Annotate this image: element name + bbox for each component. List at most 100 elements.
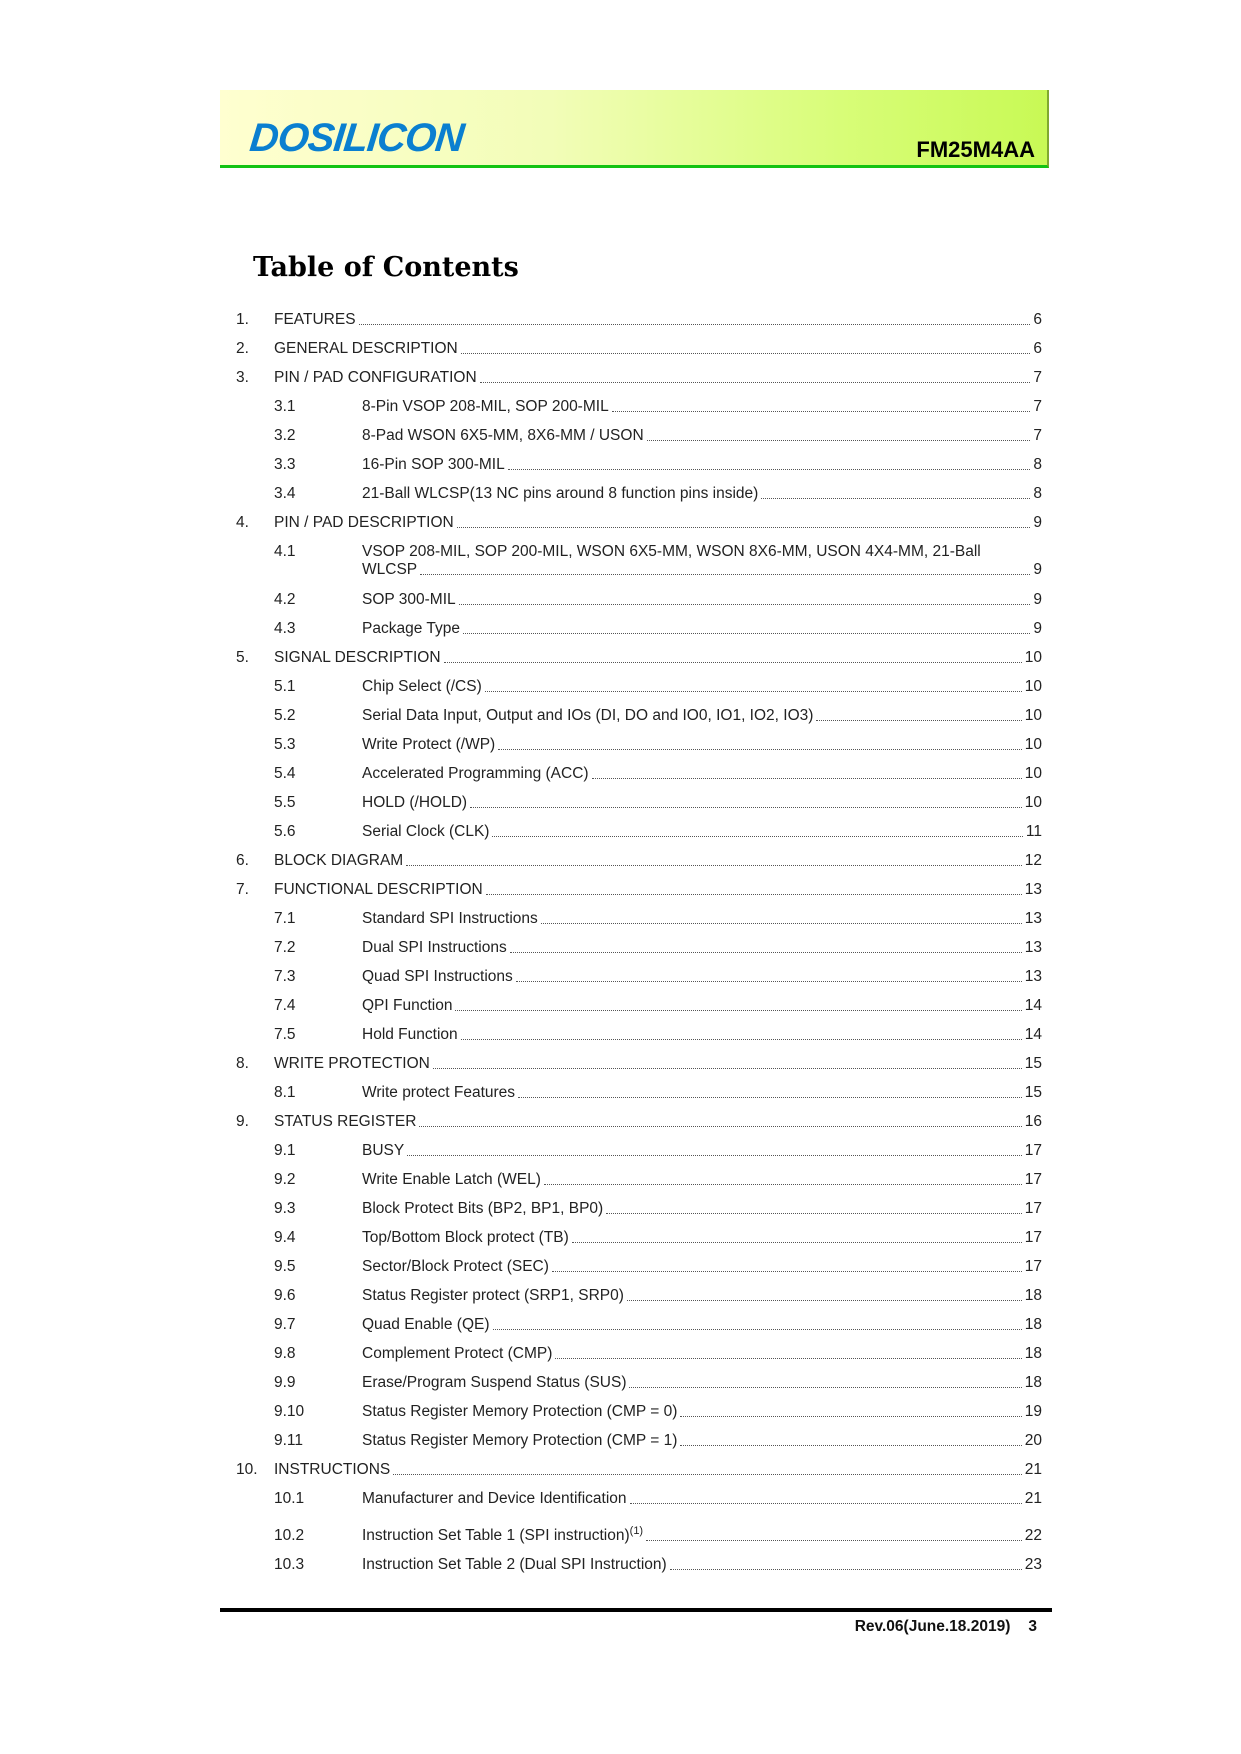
toc-page: 17 — [1024, 1171, 1042, 1188]
dot-leader — [492, 1329, 1022, 1330]
toc-entry[interactable]: 7.3 Quad SPI Instructions 13 — [236, 957, 1042, 986]
toc-entry[interactable]: 10.3 Instruction Set Table 2 (Dual SPI I… — [236, 1545, 1042, 1574]
dot-leader — [509, 952, 1022, 953]
dot-leader — [492, 836, 1023, 837]
dot-leader — [460, 1039, 1022, 1040]
page-number: 3 — [1028, 1618, 1037, 1635]
toc-text-label: 8-Pad WSON 6X5-MM, 8X6-MM / USON — [362, 427, 644, 444]
toc-text-label: Status Register Memory Protection (CMP =… — [362, 1403, 678, 1420]
toc-entry[interactable]: 5. SIGNAL DESCRIPTION 10 — [236, 638, 1042, 667]
toc-entry[interactable]: 9.7 Quad Enable (QE) 18 — [236, 1305, 1042, 1334]
toc-text: HOLD (/HOLD) — [362, 794, 467, 812]
toc-entry[interactable]: 5.4 Accelerated Programming (ACC) 10 — [236, 754, 1042, 783]
toc-page: 19 — [1024, 1403, 1042, 1420]
toc-page: 7 — [1033, 427, 1042, 444]
toc-number: 5. — [236, 649, 249, 666]
toc-entry[interactable]: 9.8 Complement Protect (CMP) 18 — [236, 1334, 1042, 1363]
footer-divider — [220, 1608, 1052, 1612]
toc-entry[interactable]: 8.1 Write protect Features 15 — [236, 1073, 1042, 1102]
dot-leader — [551, 1271, 1022, 1272]
toc-entry[interactable]: 3.3 16-Pin SOP 300-MIL 8 — [236, 445, 1042, 474]
toc-text-label: Erase/Program Suspend Status (SUS) — [362, 1374, 627, 1391]
toc-text: 8-Pad WSON 6X5-MM, 8X6-MM / USON — [362, 427, 644, 445]
part-number: FM25M4AA — [916, 137, 1035, 162]
toc-text-label: Dual SPI Instructions — [362, 939, 507, 956]
dot-leader — [646, 440, 1031, 441]
toc-number: 7.4 — [274, 997, 296, 1014]
toc-entry[interactable]: 3.1 8-Pin VSOP 208-MIL, SOP 200-MIL 7 — [236, 387, 1042, 416]
toc-page: 9 — [1033, 561, 1042, 578]
dot-leader — [626, 1300, 1022, 1301]
toc-entry[interactable]: 10. INSTRUCTIONS 21 — [236, 1450, 1042, 1479]
toc-entry[interactable]: 5.3 Write Protect (/WP) 10 — [236, 725, 1042, 754]
toc-entry[interactable]: 5.2 Serial Data Input, Output and IOs (D… — [236, 696, 1042, 725]
toc-entry[interactable]: 3.4 21-Ball WLCSP(13 NC pins around 8 fu… — [236, 474, 1042, 503]
dot-leader — [543, 1184, 1022, 1185]
dot-leader — [485, 894, 1022, 895]
toc-text: Dual SPI Instructions — [362, 939, 507, 957]
toc-entry[interactable]: 9.2 Write Enable Latch (WEL) 17 — [236, 1160, 1042, 1189]
dot-leader — [816, 720, 1022, 721]
toc-entry[interactable]: 9.1 BUSY 17 — [236, 1131, 1042, 1160]
toc-text-label: Write Protect (/WP) — [362, 736, 496, 753]
toc-number: 5.2 — [274, 707, 296, 724]
toc-text-label: 21-Ball WLCSP(13 NC pins around 8 functi… — [362, 485, 759, 502]
toc-entry[interactable]: 4.3 Package Type 9 — [236, 609, 1042, 638]
toc-text-label: Write Enable Latch (WEL) — [362, 1171, 541, 1188]
toc-text: STATUS REGISTER — [274, 1113, 416, 1131]
toc-entry[interactable]: 9.9 Erase/Program Suspend Status (SUS) 1… — [236, 1363, 1042, 1392]
toc-number: 9.5 — [274, 1258, 296, 1275]
toc-entry[interactable]: 4.1 VSOP 208-MIL, SOP 200-MIL, WSON 6X5-… — [236, 532, 1042, 580]
toc-text-label: Accelerated Programming (ACC) — [362, 765, 589, 782]
toc-entry[interactable]: 7.1 Standard SPI Instructions 13 — [236, 899, 1042, 928]
toc-number: 9.4 — [274, 1229, 296, 1246]
toc-text-label: Quad SPI Instructions — [362, 968, 513, 985]
toc-number: 10.3 — [274, 1556, 305, 1573]
toc-text: 8-Pin VSOP 208-MIL, SOP 200-MIL — [362, 398, 609, 416]
toc-entry[interactable]: 9.10 Status Register Memory Protection (… — [236, 1392, 1042, 1421]
toc-text: Quad SPI Instructions — [362, 968, 513, 986]
toc-entry[interactable]: 8. WRITE PROTECTION 15 — [236, 1044, 1042, 1073]
toc-number: 8. — [236, 1055, 249, 1072]
toc-entry[interactable]: 9.5 Sector/Block Protect (SEC) 17 — [236, 1247, 1042, 1276]
toc-entry[interactable]: 7. FUNCTIONAL DESCRIPTION 13 — [236, 870, 1042, 899]
toc-entry[interactable]: 9.11 Status Register Memory Protection (… — [236, 1421, 1042, 1450]
toc-text: SIGNAL DESCRIPTION — [274, 649, 441, 667]
toc-page: 10 — [1024, 707, 1042, 724]
toc-entry[interactable]: 9.4 Top/Bottom Block protect (TB) 17 — [236, 1218, 1042, 1247]
toc-text-continued: WLCSP — [362, 561, 418, 578]
toc-entry[interactable]: 4. PIN / PAD DESCRIPTION 9 — [236, 503, 1042, 532]
toc-entry[interactable]: 10.2 Instruction Set Table 1 (SPI instru… — [236, 1508, 1042, 1545]
toc-number: 5.6 — [274, 823, 296, 840]
toc-text-label: GENERAL DESCRIPTION — [274, 340, 458, 357]
toc-entry[interactable]: 9.6 Status Register protect (SRP1, SRP0)… — [236, 1276, 1042, 1305]
toc-entry[interactable]: 5.5 HOLD (/HOLD) 10 — [236, 783, 1042, 812]
page-title: Table of Contents — [253, 252, 519, 283]
toc-page: 11 — [1025, 823, 1042, 840]
toc-entry[interactable]: 3. PIN / PAD CONFIGURATION 7 — [236, 358, 1042, 387]
toc-entry[interactable]: 7.5 Hold Function 14 — [236, 1015, 1042, 1044]
toc-text: VSOP 208-MIL, SOP 200-MIL, WSON 6X5-MM, … — [362, 543, 981, 560]
toc-number: 7.3 — [274, 968, 296, 985]
toc-text-label: Top/Bottom Block protect (TB) — [362, 1229, 569, 1246]
toc-entry[interactable]: 10.1 Manufacturer and Device Identificat… — [236, 1479, 1042, 1508]
toc-entry[interactable]: 4.2 SOP 300-MIL 9 — [236, 580, 1042, 609]
toc-entry[interactable]: 9. STATUS REGISTER 16 — [236, 1102, 1042, 1131]
toc-text: Write protect Features — [362, 1084, 515, 1102]
toc-text-label: Instruction Set Table 2 (Dual SPI Instru… — [362, 1556, 667, 1573]
toc-entry[interactable]: 5.1 Chip Select (/CS) 10 — [236, 667, 1042, 696]
toc-entry[interactable]: 6. BLOCK DIAGRAM 12 — [236, 841, 1042, 870]
dot-leader — [484, 691, 1022, 692]
toc-number: 9.11 — [274, 1432, 304, 1449]
toc-entry[interactable]: 1. FEATURES 6 — [236, 300, 1042, 329]
toc-entry[interactable]: 7.2 Dual SPI Instructions 13 — [236, 928, 1042, 957]
dot-leader — [393, 1474, 1022, 1475]
toc-page: 18 — [1024, 1287, 1042, 1304]
toc-number: 6. — [236, 852, 249, 869]
toc-entry[interactable]: 2. GENERAL DESCRIPTION 6 — [236, 329, 1042, 358]
toc-entry[interactable]: 9.3 Block Protect Bits (BP2, BP1, BP0) 1… — [236, 1189, 1042, 1218]
toc-entry[interactable]: 5.6 Serial Clock (CLK) 11 — [236, 812, 1042, 841]
toc-number: 10.2 — [274, 1527, 305, 1544]
toc-entry[interactable]: 7.4 QPI Function 14 — [236, 986, 1042, 1015]
toc-entry[interactable]: 3.2 8-Pad WSON 6X5-MM, 8X6-MM / USON 7 — [236, 416, 1042, 445]
